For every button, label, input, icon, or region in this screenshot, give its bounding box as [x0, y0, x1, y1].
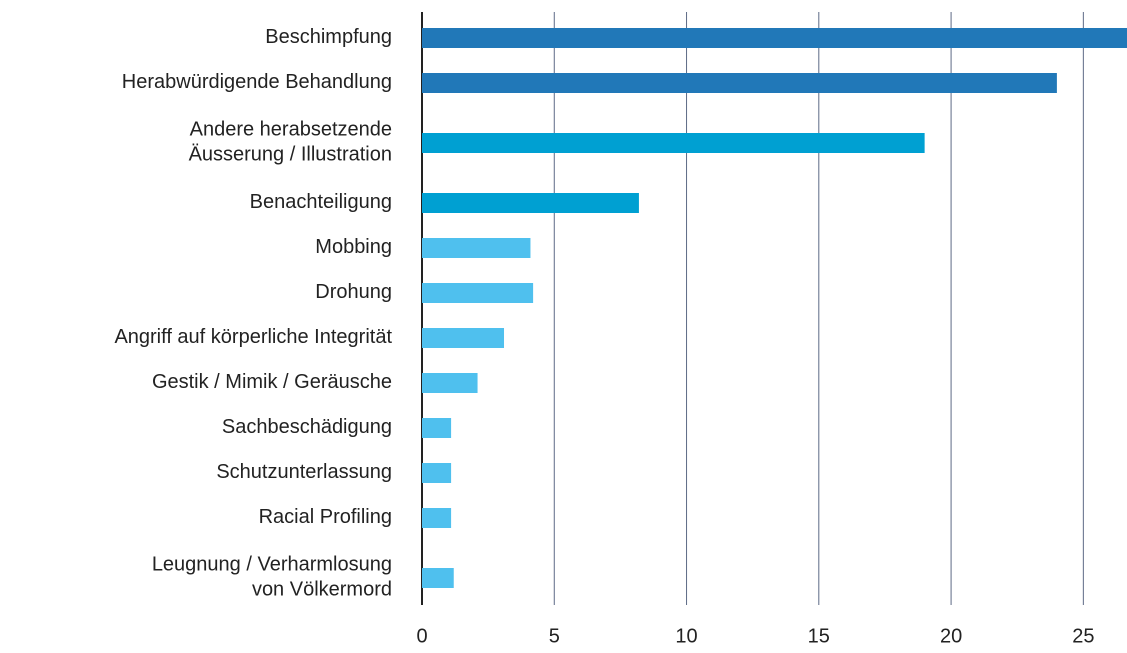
category-label: Drohung: [315, 281, 392, 303]
bar: [422, 193, 639, 213]
category-label: Mobbing: [315, 236, 392, 258]
category-label: Leugnung / Verharmlosung von Völkermord: [152, 554, 392, 601]
bar: [422, 508, 452, 528]
category-label-line: Herabwürdigende Behandlung: [122, 71, 392, 93]
bar: [422, 28, 1127, 48]
category-label-line: Leugnung / Verharmlosung: [152, 554, 392, 576]
category-label-line: Angriff auf körperliche Integrität: [114, 326, 392, 348]
x-tick-label: 0: [416, 625, 427, 647]
category-label-line: Gestik / Mimik / Geräusche: [152, 371, 392, 393]
category-label-line: Sachbeschädigung: [222, 416, 392, 438]
category-label: Benachteiligung: [250, 191, 392, 213]
category-label: Angriff auf körperliche Integrität: [114, 326, 392, 348]
category-label-line: von Völkermord: [252, 579, 392, 601]
bar: [422, 73, 1057, 93]
category-label: Andere herabsetzende Äusserung / Illustra…: [189, 119, 392, 166]
bar: [422, 283, 534, 303]
category-label: Racial Profiling: [259, 506, 392, 528]
x-tick-label: 10: [675, 625, 697, 647]
category-label-line: Äusserung / Illustration: [189, 144, 392, 166]
category-label-line: Racial Profiling: [259, 506, 392, 528]
bar: [422, 418, 452, 438]
category-label-line: Mobbing: [315, 236, 392, 258]
x-tick-label: 20: [940, 625, 962, 647]
bar: [422, 238, 531, 258]
x-tick-label: 5: [549, 625, 560, 647]
bar: [422, 568, 454, 588]
bar: [422, 463, 452, 483]
category-label: Herabwürdigende Behandlung: [122, 71, 392, 93]
category-label-line: Beschimpfung: [265, 26, 392, 48]
category-label-line: Drohung: [315, 281, 392, 303]
bar: [422, 373, 478, 393]
category-label: Schutzunterlassung: [216, 461, 392, 483]
x-tick-label: 25: [1072, 625, 1094, 647]
bar: [422, 328, 505, 348]
bar: [422, 133, 925, 153]
category-label-line: Schutzunterlassung: [216, 461, 392, 483]
category-label: Gestik / Mimik / Geräusche: [152, 371, 392, 393]
x-tick-label: 15: [808, 625, 830, 647]
category-label-line: Andere herabsetzende: [190, 119, 392, 141]
category-label-line: Benachteiligung: [250, 191, 392, 213]
category-label: Beschimpfung: [265, 26, 392, 48]
category-label: Sachbeschädigung: [222, 416, 392, 438]
